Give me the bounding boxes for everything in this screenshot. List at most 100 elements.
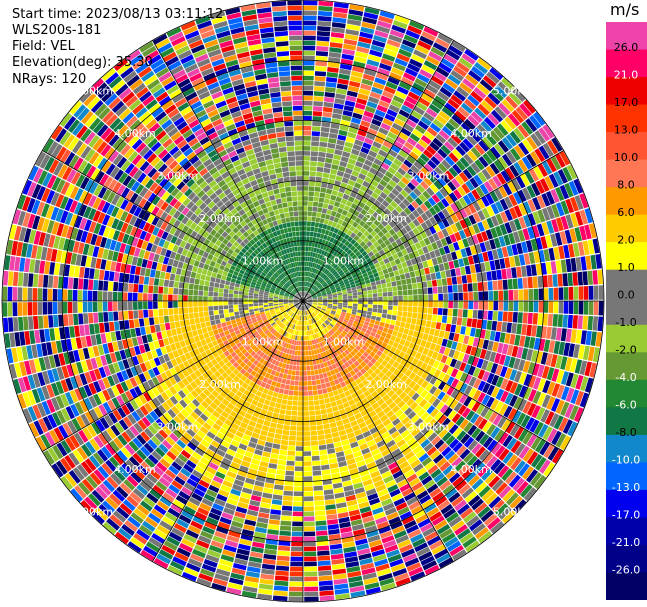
velocity-gate <box>453 90 466 102</box>
velocity-gate <box>276 555 290 561</box>
velocity-gate <box>271 396 277 403</box>
velocity-gate <box>448 45 463 57</box>
velocity-gate <box>379 10 395 20</box>
velocity-gate <box>316 36 330 42</box>
velocity-gate <box>481 195 490 207</box>
velocity-gate <box>315 275 319 280</box>
velocity-gate <box>314 86 325 92</box>
velocity-gate <box>309 405 315 411</box>
velocity-gate <box>386 314 392 320</box>
velocity-gate <box>342 258 348 264</box>
velocity-gate <box>496 321 503 332</box>
velocity-gate <box>424 327 431 335</box>
velocity-gate <box>462 309 468 318</box>
velocity-gate <box>387 76 400 86</box>
velocity-gate <box>392 20 408 29</box>
velocity-gate <box>327 519 339 525</box>
velocity-gate <box>306 295 311 298</box>
velocity-gate <box>337 191 344 198</box>
velocity-gate <box>318 223 324 229</box>
velocity-gate <box>404 233 411 241</box>
velocity-gate <box>392 305 398 311</box>
velocity-gate <box>376 312 382 318</box>
velocity-gate <box>313 106 323 112</box>
velocity-gate <box>307 277 310 282</box>
velocity-gate <box>395 238 403 246</box>
velocity-gate <box>371 285 377 290</box>
velocity-gate <box>450 94 463 106</box>
velocity-gate <box>298 340 301 346</box>
velocity-gate <box>317 560 331 566</box>
velocity-gate <box>468 225 476 236</box>
velocity-gate <box>287 395 293 401</box>
velocity-gate <box>465 74 479 86</box>
velocity-gate <box>458 292 463 301</box>
velocity-gate <box>282 500 293 506</box>
velocity-gate <box>327 204 334 211</box>
velocity-gate <box>264 399 271 406</box>
velocity-gate <box>305 241 309 247</box>
velocity-gate <box>351 263 358 268</box>
velocity-gate <box>347 303 353 306</box>
velocity-gate <box>285 410 292 416</box>
velocity-gate <box>527 276 533 289</box>
velocity-gate <box>395 205 403 214</box>
velocity-gate <box>349 153 358 161</box>
velocity-gate <box>331 269 337 274</box>
velocity-gate <box>275 382 281 388</box>
velocity-gate <box>315 264 319 269</box>
velocity-gate <box>335 144 344 151</box>
velocity-gate <box>336 88 347 95</box>
velocity-gate <box>408 301 413 307</box>
velocity-gate <box>303 161 310 166</box>
velocity-gate <box>324 499 336 505</box>
velocity-gate <box>527 312 533 325</box>
velocity-gate <box>308 395 314 401</box>
velocity-gate <box>373 114 384 122</box>
velocity-gate <box>306 226 311 232</box>
velocity-gate <box>488 291 494 301</box>
velocity-gate <box>429 266 435 274</box>
velocity-gate <box>471 318 478 328</box>
velocity-gate <box>491 109 504 123</box>
velocity-gate <box>384 273 390 279</box>
velocity-gate <box>460 102 474 114</box>
velocity-gate <box>386 39 401 48</box>
velocity-gate <box>345 271 351 276</box>
velocity-gate <box>294 466 303 472</box>
velocity-gate <box>287 445 296 451</box>
velocity-gate <box>401 333 408 340</box>
velocity-gate <box>497 311 503 322</box>
velocity-gate <box>318 5 333 12</box>
velocity-gate <box>471 66 485 78</box>
velocity-gate <box>317 161 325 168</box>
velocity-gate <box>393 140 404 150</box>
velocity-gate <box>446 226 454 236</box>
velocity-gate <box>303 45 316 51</box>
velocity-gate <box>313 280 318 285</box>
velocity-gate <box>377 67 390 76</box>
velocity-gate <box>404 322 411 329</box>
velocity-gate <box>303 50 316 56</box>
velocity-gate <box>479 79 494 92</box>
velocity-gate <box>307 266 311 272</box>
velocity-gate <box>362 304 368 308</box>
velocity-gate <box>403 34 418 44</box>
velocity-gate <box>357 189 365 197</box>
velocity-gate <box>313 263 317 269</box>
velocity-gate <box>385 171 394 179</box>
velocity-gate <box>434 329 440 337</box>
velocity-gate <box>284 475 294 481</box>
velocity-gate <box>325 188 333 195</box>
velocity-gate <box>459 82 473 94</box>
velocity-gate <box>479 183 489 195</box>
velocity-gate <box>364 159 373 167</box>
velocity-gate <box>430 156 441 166</box>
velocity-gate <box>404 172 413 182</box>
velocity-gate <box>460 326 466 335</box>
velocity-gate <box>416 233 423 242</box>
velocity-gate <box>314 510 326 516</box>
velocity-gate <box>415 143 426 153</box>
velocity-gate <box>367 128 378 136</box>
velocity-gate <box>306 293 310 298</box>
